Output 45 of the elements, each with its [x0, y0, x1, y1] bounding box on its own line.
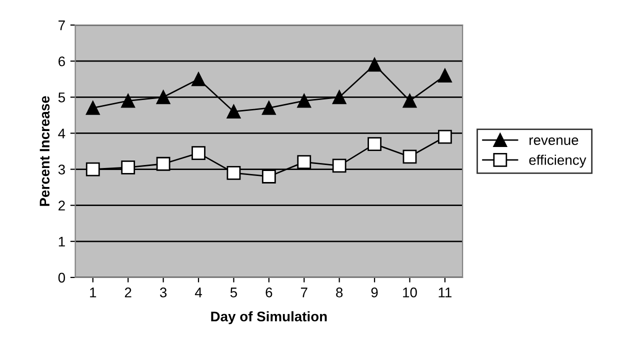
- legend-label: efficiency: [529, 154, 586, 168]
- y-tick-label: 7: [58, 20, 65, 30]
- x-tick-label: 10: [403, 288, 417, 298]
- y-tick-label: 3: [58, 164, 65, 174]
- x-tick-label: 6: [266, 288, 272, 298]
- x-tick-label: 11: [438, 288, 452, 298]
- point: [226, 104, 241, 119]
- y-tick-label: 4: [58, 128, 66, 138]
- point: [368, 137, 382, 151]
- legend-label: revenue: [530, 137, 578, 146]
- point: [438, 130, 452, 144]
- point: [121, 160, 136, 174]
- point: [156, 90, 170, 104]
- y-tick-label: 6: [58, 56, 65, 66]
- x-tick-label: 5: [230, 288, 237, 298]
- x-tick-label: 3: [160, 288, 167, 298]
- point: [402, 94, 417, 108]
- point: [297, 94, 312, 108]
- x-tick-label: 2: [124, 288, 132, 298]
- point: [86, 101, 100, 115]
- point: [332, 158, 346, 173]
- x-axis-title: Day of Simulation: [211, 311, 327, 324]
- point: [368, 58, 382, 72]
- point: [438, 68, 452, 82]
- point: [297, 155, 312, 170]
- point: [262, 170, 276, 184]
- point: [332, 90, 346, 104]
- y-tick-label: 1: [58, 236, 65, 246]
- x-tick-label: 9: [371, 288, 378, 298]
- x-tick-label: 7: [300, 288, 308, 298]
- y-axis-title: Percent Increase: [40, 96, 50, 206]
- point: [192, 72, 206, 86]
- point: [192, 146, 206, 160]
- point: [86, 162, 100, 176]
- y-tick-label: 5: [58, 92, 65, 102]
- x-tick-label: 1: [90, 288, 96, 298]
- point: [402, 150, 417, 164]
- point: [156, 156, 170, 171]
- point: [262, 101, 276, 115]
- y-tick-label: 2: [58, 200, 65, 210]
- y-tick-label: 0: [58, 272, 66, 283]
- point: [121, 94, 136, 108]
- x-tick-label: 4: [194, 288, 202, 298]
- point: [226, 166, 241, 180]
- x-tick-label: 8: [336, 288, 343, 298]
